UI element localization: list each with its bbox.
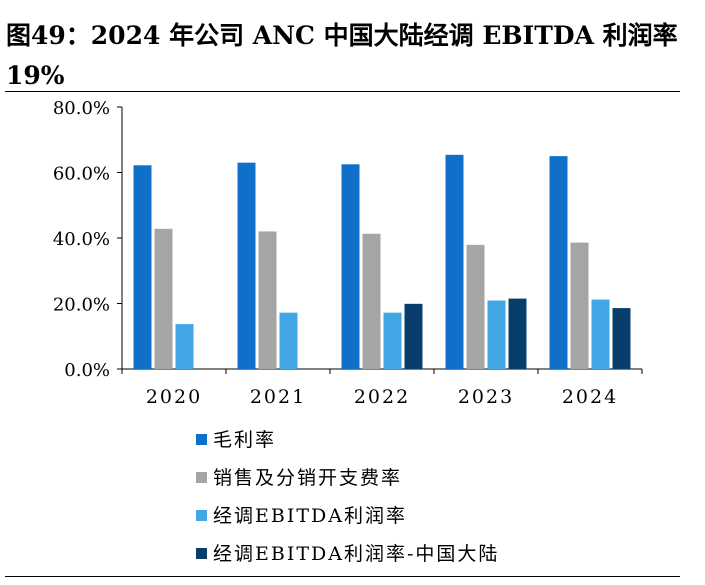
bar-2024-series-1 <box>570 242 589 369</box>
x-tick-label: 2020 <box>146 386 202 408</box>
y-tick-labels: 0.0% 20.0% 40.0% 60.0% 80.0% <box>53 98 122 381</box>
x-tick-label: 2024 <box>562 386 618 408</box>
y-tick-label: 80.0% <box>53 98 110 119</box>
x-tick-label: 2021 <box>250 386 306 408</box>
bar-2022-series-0 <box>341 164 360 369</box>
bar-2022-series-3 <box>404 303 423 369</box>
x-tick-labels: 2020 2021 2022 2023 2024 <box>121 369 643 408</box>
y-tick-label: 40.0% <box>53 229 110 250</box>
bar-2023-series-2 <box>487 300 506 369</box>
bar-2020-series-0 <box>133 165 152 369</box>
legend-label: 经调EBITDA利润率-中国大陆 <box>213 543 499 565</box>
legend-swatch <box>196 548 207 559</box>
bar-2021-series-2 <box>279 312 298 369</box>
bottom-divider <box>5 576 680 577</box>
x-tick-label: 2022 <box>354 386 410 408</box>
bar-2024-series-2 <box>591 299 610 369</box>
bar-2021-series-0 <box>237 162 256 369</box>
bar-2020-series-1 <box>154 228 173 369</box>
legend-swatch <box>196 510 207 521</box>
bar-2024-series-0 <box>549 156 568 369</box>
bar-2022-series-2 <box>383 312 402 369</box>
bar-2024-series-3 <box>612 308 631 369</box>
legend-label: 销售及分销开支费率 <box>213 467 402 489</box>
legend-swatch <box>196 434 207 445</box>
y-tick-label: 20.0% <box>53 295 110 316</box>
x-tick-label: 2023 <box>458 386 514 408</box>
legend-label: 毛利率 <box>213 429 276 451</box>
legend-label: 经调EBITDA利润率 <box>213 505 407 527</box>
figure-title: 图49：2024 年公司 ANC 中国大陆经调 EBITDA 利润率 19% <box>6 21 678 90</box>
bars <box>133 154 631 369</box>
y-tick-label: 0.0% <box>64 360 110 381</box>
legend-swatch <box>196 472 207 483</box>
bar-2020-series-2 <box>175 324 194 369</box>
bar-2023-series-1 <box>466 244 485 369</box>
bar-2021-series-1 <box>258 231 277 369</box>
bar-2023-series-3 <box>508 298 527 369</box>
bar-2022-series-1 <box>362 233 381 369</box>
y-tick-label: 60.0% <box>53 164 110 185</box>
bar-2023-series-0 <box>445 154 464 369</box>
title-divider <box>5 91 680 92</box>
